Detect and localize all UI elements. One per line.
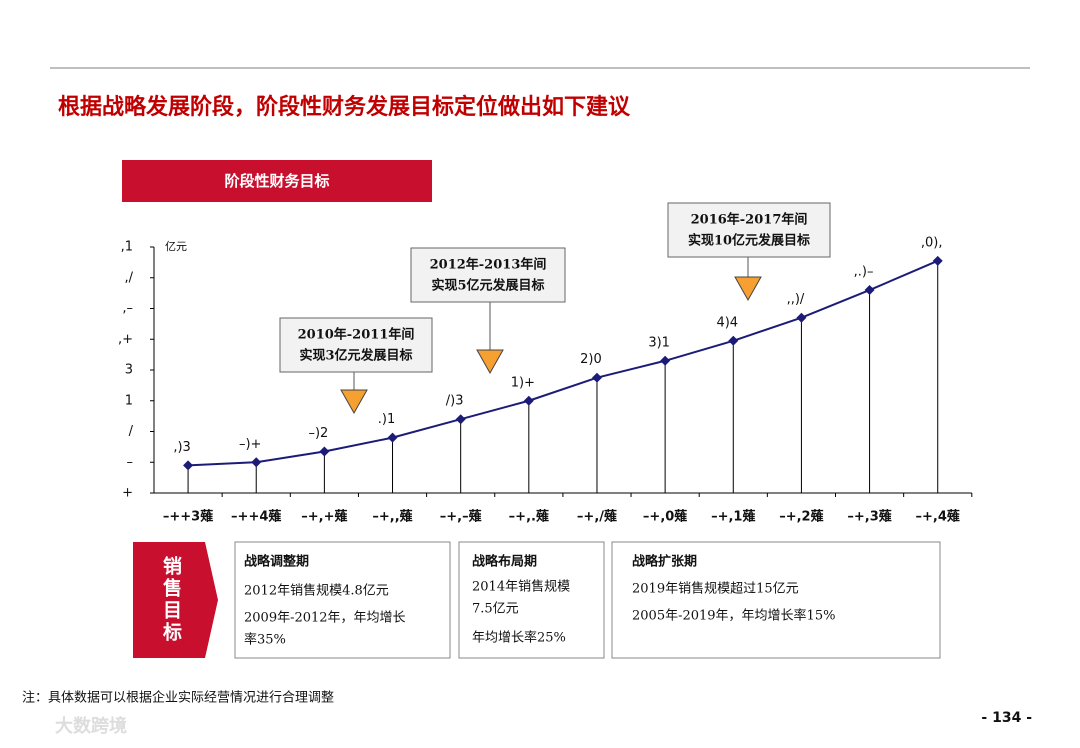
stage-text: 率35% — [244, 632, 286, 648]
data-label: 1)+ — [511, 375, 535, 390]
point — [387, 432, 398, 443]
unit-label: 亿元 — [165, 240, 187, 253]
y-tick-label: + — [122, 486, 133, 501]
banner-text: 阶段性财务目标 — [224, 172, 329, 190]
stage-text: 7.5亿元 — [472, 602, 519, 617]
callout-text: 2012年-2013年间 — [430, 257, 547, 273]
stage-text: 2014年销售规模 — [472, 579, 570, 595]
y-tick-label: / — [129, 424, 134, 439]
x-tick-label: –+,,薙 — [372, 509, 412, 525]
point — [251, 457, 262, 468]
callout-text: 实现3亿元发展目标 — [299, 348, 412, 364]
data-label: /)3 — [446, 394, 464, 409]
stage-text: 2009年-2012年，年均增长 — [244, 611, 406, 626]
page-number: - 134 - — [981, 710, 1032, 726]
y-tick-label: ,– — [122, 301, 133, 316]
footnote: 注：具体数据可以根据企业实际经营情况进行合理调整 — [22, 690, 334, 706]
x-tick-label: –+,+薙 — [301, 509, 347, 525]
series-line — [188, 259, 939, 467]
data-label: 3)1 — [648, 335, 670, 350]
point — [660, 355, 671, 366]
y-tick-label: 1 — [125, 393, 133, 408]
side-label: 销售目标 — [160, 555, 183, 644]
stage-title: 战略调整期 — [244, 554, 309, 570]
data-label: ,0), — [921, 235, 943, 250]
x-tick-label: –+,.薙 — [509, 509, 549, 525]
x-tick-label: –+,1薙 — [711, 509, 755, 525]
point — [319, 446, 330, 457]
x-tick-label: –+,0薙 — [643, 509, 687, 525]
callout-box — [279, 317, 433, 373]
point — [864, 285, 875, 296]
point — [591, 372, 602, 383]
data-label: ,,)/ — [787, 292, 805, 307]
callout-box — [667, 202, 831, 258]
y-tick-label: ,/ — [124, 270, 133, 285]
callout-text: 实现10亿元发展目标 — [688, 233, 810, 249]
x-tick-label: –+,2薙 — [779, 509, 823, 525]
data-label: –)+ — [239, 437, 261, 452]
watermark: 大数跨境 — [55, 715, 127, 737]
callout-text: 2010年-2011年间 — [298, 327, 415, 343]
stage-title: 战略布局期 — [472, 554, 537, 570]
slide-title: 根据战略发展阶段，阶段性财务发展目标定位做出如下建议 — [58, 94, 631, 120]
callout-arrow — [734, 276, 762, 302]
point — [932, 255, 943, 266]
data-label: ,.)– — [854, 265, 874, 280]
point — [523, 395, 534, 406]
stage-text: 2019年销售规模超过15亿元 — [632, 581, 799, 597]
x-tick-label: –++3薙 — [163, 509, 213, 525]
stage-text: 2005年-2019年，年均增长率15% — [632, 608, 835, 624]
data-label: ,)3 — [173, 440, 190, 455]
x-tick-label: –+,4薙 — [916, 509, 960, 525]
point — [455, 414, 466, 425]
x-tick-label: –++4薙 — [231, 509, 281, 525]
side-arrow — [133, 542, 218, 658]
stage-box — [458, 541, 605, 659]
callout-arrow — [476, 349, 504, 375]
data-label: .)1 — [378, 412, 395, 427]
stage-box — [234, 541, 451, 659]
callout-arrow — [340, 389, 368, 415]
stage-title: 战略扩张期 — [632, 554, 697, 570]
data-label: –)2 — [308, 426, 328, 441]
callout-text: 实现5亿元发展目标 — [431, 278, 544, 294]
stage-text: 2012年销售规模4.8亿元 — [244, 583, 389, 599]
data-label: 4)4 — [716, 315, 738, 330]
y-tick-label: ,+ — [118, 332, 133, 347]
callout-text: 2016年-2017年间 — [691, 212, 808, 228]
point — [796, 312, 807, 323]
data-label: 2)0 — [580, 352, 602, 367]
callout-box — [410, 247, 566, 303]
banner — [122, 160, 432, 202]
point — [183, 460, 194, 471]
y-tick-label: ,1 — [121, 240, 133, 255]
x-tick-label: –+,–薙 — [440, 509, 482, 525]
stage-box — [611, 541, 941, 659]
point — [728, 335, 739, 346]
stage-text: 年均增长率25% — [472, 630, 566, 646]
x-tick-label: –+,/薙 — [577, 509, 617, 525]
y-tick-label: 3 — [125, 363, 133, 378]
x-tick-label: –+,3薙 — [847, 509, 891, 525]
y-tick-label: – — [127, 455, 134, 470]
